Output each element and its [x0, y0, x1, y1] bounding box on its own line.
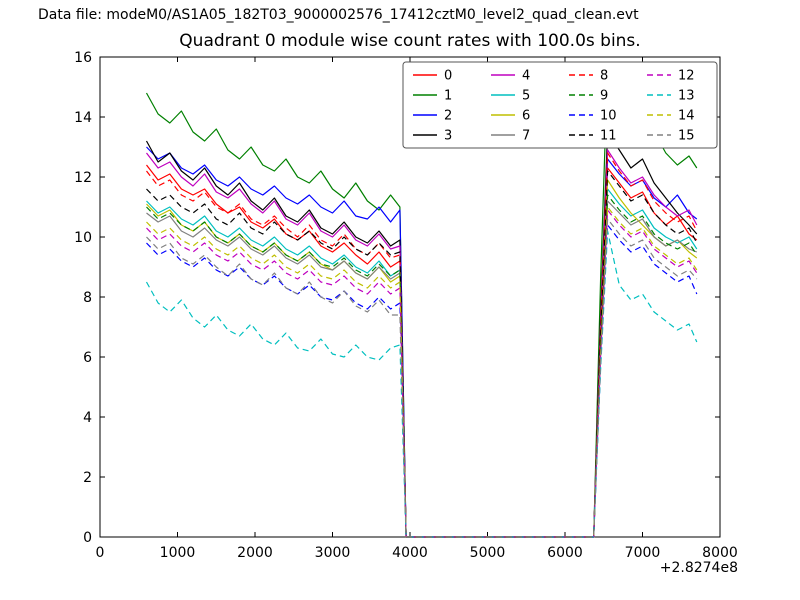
series-5-line [146, 188, 698, 538]
legend-label-14: 14 [678, 109, 695, 124]
legend-label-15: 15 [678, 129, 695, 144]
x-tick-label: 5000 [470, 545, 506, 561]
legend-box [402, 61, 718, 149]
series-8-line [146, 152, 698, 538]
legend-label-4: 4 [522, 69, 530, 84]
y-tick-label: 8 [83, 290, 92, 306]
y-tick-label: 16 [74, 50, 92, 66]
y-tick-label: 4 [83, 410, 92, 426]
x-tick-label: 3000 [315, 545, 351, 561]
x-tick-label: 2000 [237, 545, 273, 561]
chart-title: Quadrant 0 module wise count rates with … [179, 31, 641, 51]
legend-label-9: 9 [600, 89, 608, 104]
series-14-line [146, 206, 698, 538]
series-0-line [146, 164, 698, 538]
series-13-line [145, 230, 698, 538]
legend-label-0: 0 [444, 69, 452, 84]
legend-label-13: 13 [678, 89, 695, 104]
legend-label-5: 5 [522, 89, 530, 104]
legend-label-7: 7 [522, 129, 530, 144]
series-7-line [146, 200, 698, 538]
y-tick-label: 0 [83, 530, 92, 546]
legend-label-3: 3 [444, 129, 452, 144]
series-12-line [146, 209, 698, 538]
x-tick-label: 0 [96, 545, 105, 561]
legend-label-8: 8 [600, 69, 608, 84]
series-15-line [146, 218, 698, 538]
legend-label-10: 10 [600, 109, 617, 124]
y-tick-label: 12 [74, 170, 92, 186]
series-11-line [146, 170, 698, 538]
x-axis-offset-label: +2.8274e8 [659, 560, 738, 576]
legend-label-11: 11 [600, 129, 617, 144]
x-tick-label: 8000 [702, 545, 738, 561]
x-tick-label: 4000 [392, 545, 428, 561]
series-9-line [146, 194, 698, 538]
y-tick-label: 14 [74, 110, 92, 126]
x-tick-label: 6000 [547, 545, 583, 561]
x-tick-label: 1000 [160, 545, 196, 561]
data-file-label: Data file: modeM0/AS1A05_182T03_90000025… [38, 7, 639, 23]
legend-label-1: 1 [444, 89, 452, 104]
y-tick-label: 10 [74, 230, 92, 246]
y-tick-label: 6 [83, 350, 92, 366]
legend-label-6: 6 [522, 109, 530, 124]
legend-label-12: 12 [678, 69, 695, 84]
x-tick-label: 7000 [625, 545, 661, 561]
y-tick-label: 2 [83, 470, 92, 486]
series-3-line [145, 131, 698, 538]
series-4-line [146, 149, 698, 538]
legend-label-2: 2 [444, 109, 452, 124]
